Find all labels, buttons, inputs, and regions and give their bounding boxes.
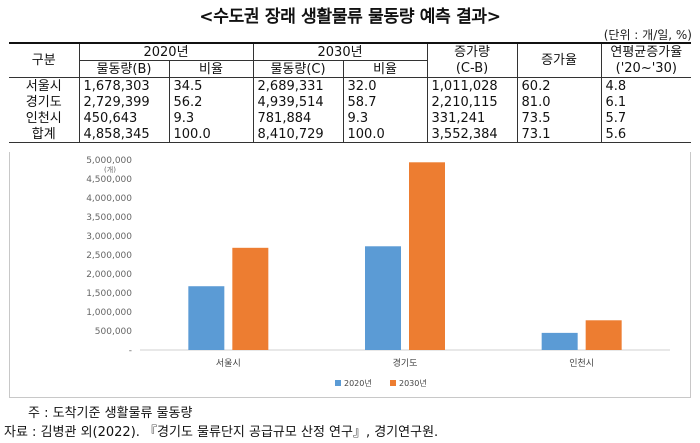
cell-r2020: 56.2	[168, 94, 254, 110]
cell-increase: 331,241	[426, 110, 518, 126]
legend-swatch	[390, 380, 396, 386]
footnote: 주 : 도착기준 생활물류 물동량	[28, 406, 193, 421]
y-tick-label: 2,000,000	[86, 270, 132, 280]
cell-r2030: 58.7	[342, 94, 428, 110]
cell-cagr: 6.1	[600, 94, 692, 110]
cell-cagr: 4.8	[600, 77, 692, 94]
cell-rate: 81.0	[516, 94, 602, 110]
header-ratio-2020: 비율	[168, 60, 254, 78]
header-ratio-2030: 비율	[342, 60, 428, 78]
y-tick-label: 4,000,000	[86, 194, 132, 204]
cell-r2030: 9.3	[342, 110, 428, 126]
y-tick-label: 5,000,000	[86, 156, 132, 166]
y-tick-label: 3,000,000	[86, 232, 132, 242]
header-volume-c: 물동량(C)	[252, 60, 344, 78]
cell-v2030: 8,410,729	[252, 126, 344, 143]
chart-panel: - 500,000 1,000,000 1,500,000 2,000,000 2,500…	[9, 152, 691, 398]
header-2020: 2020년	[78, 42, 254, 61]
cell-v2020: 450,643	[78, 110, 169, 126]
cell-r2020: 100.0	[168, 126, 254, 143]
header-increase: 증가량 (C-B)	[426, 42, 518, 78]
y-tick-label: 1,500,000	[86, 289, 132, 299]
legend-swatch	[335, 380, 341, 386]
x-tick-label: 인천시	[569, 358, 594, 369]
row-name: 인천시	[25, 110, 62, 126]
cell-v2030: 4,939,514	[252, 94, 344, 110]
table-row: 합계 4,858,345 100.0 8,410,729 100.0 3,552…	[9, 126, 692, 143]
y-tick-label: 4,500,000	[86, 175, 132, 185]
header-cagr-label: 연평균증가율	[610, 44, 683, 60]
header-cagr: 연평균증가율 ('20~'30)	[600, 42, 692, 78]
cell-increase: 1,011,028	[426, 77, 518, 94]
header-increase-label: 증가량	[454, 44, 490, 60]
bar-chart: - 500,000 1,000,000 1,500,000 2,000,000 2,500…	[86, 156, 670, 388]
header-2030: 2030년	[252, 42, 428, 61]
row-name: 경기도	[25, 94, 62, 110]
page-title: <수도권 장래 생활물류 물동량 예측 결과>	[199, 7, 501, 27]
header-category: 구분	[9, 42, 79, 78]
cell-cagr: 5.6	[600, 126, 692, 143]
row-name: 합계	[9, 126, 79, 143]
cell-cagr: 5.7	[600, 110, 692, 126]
source-note: 자료 : 김병관 외(2022). 『경기도 물류단지 공급규모 산정 연구』,…	[4, 425, 439, 440]
y-tick-label: 500,000	[95, 327, 132, 337]
cell-r2020: 34.5	[168, 77, 254, 94]
bar-2020	[541, 332, 578, 350]
cell-rate: 60.2	[516, 77, 602, 94]
cell-rate: 73.1	[516, 126, 602, 143]
legend-label: 2020년	[344, 378, 372, 388]
cell-v2020: 1,678,303	[78, 77, 169, 94]
cell-increase: 2,210,115	[426, 94, 518, 110]
y-tick-label: -	[129, 346, 132, 356]
cell-r2020: 9.3	[168, 110, 254, 126]
cell-r2030: 100.0	[342, 126, 428, 143]
cell-r2030: 32.0	[342, 77, 428, 94]
cell-rate: 73.5	[516, 110, 602, 126]
table-row: 경기도 2,729,399 56.2 4,939,514 58.7 2,210,…	[9, 94, 692, 110]
bar-2030	[585, 320, 622, 350]
data-table: 구분 2020년 2030년 증가량 (C-B) 증가율 연평균증가율 ('20…	[9, 42, 692, 143]
cell-v2020: 2,729,399	[78, 94, 169, 110]
header-cagr-sub: ('20~'30)	[615, 60, 677, 76]
x-tick-label: 경기도	[393, 357, 418, 369]
y-tick-label: 3,500,000	[86, 213, 132, 223]
y-tick-label: 1,000,000	[86, 308, 132, 318]
header-rate: 증가율	[516, 42, 602, 78]
bar-2020	[188, 286, 225, 350]
table-row: 서울시 1,678,303 34.5 2,689,331 32.0 1,011,…	[9, 77, 692, 94]
row-name: 서울시	[9, 77, 79, 94]
legend-label: 2030년	[399, 378, 427, 388]
header-increase-sub: (C-B)	[455, 60, 489, 76]
table-row: 인천시 450,643 9.3 781,884 9.3 331,241 73.5…	[9, 110, 692, 126]
bar-2030	[232, 247, 269, 350]
unit-note: (단위 : 개/일, %)	[603, 28, 692, 42]
x-tick-label: 서울시	[216, 358, 241, 369]
cell-increase: 3,552,384	[426, 126, 518, 143]
bar-2030	[409, 162, 445, 350]
bar-2020	[365, 246, 401, 350]
y-tick-label: 2,500,000	[86, 251, 132, 261]
y-axis-unit: (개)	[104, 165, 116, 174]
cell-v2030: 781,884	[252, 110, 344, 126]
cell-v2020: 4,858,345	[78, 126, 169, 143]
cell-v2030: 2,689,331	[252, 77, 344, 94]
header-volume-b: 물동량(B)	[78, 60, 169, 78]
